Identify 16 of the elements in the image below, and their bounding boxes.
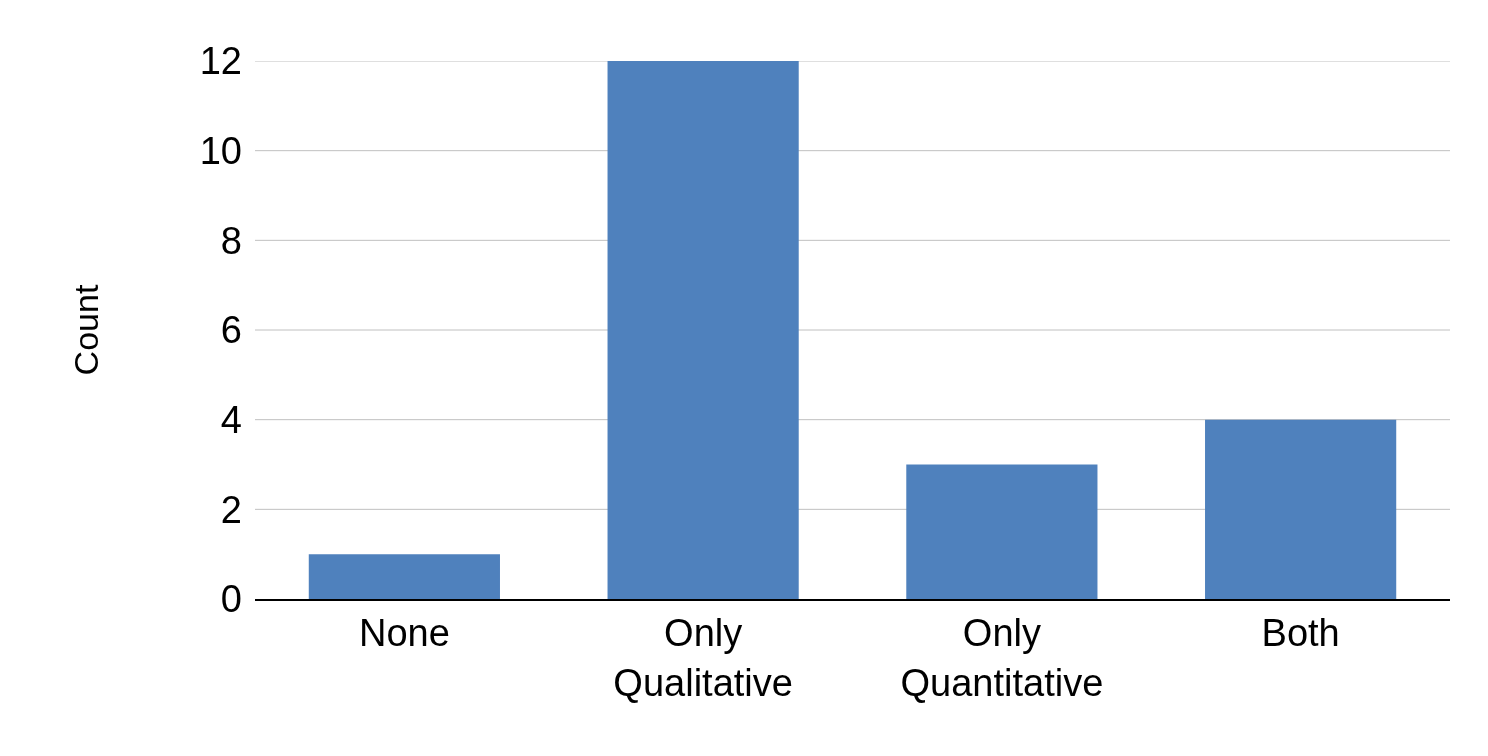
y-tick-label: 12 [199, 40, 242, 83]
y-tick-label: 0 [220, 578, 242, 621]
x-tick-label: Only Quantitative [900, 612, 1104, 704]
y-tick-label: 10 [199, 129, 242, 172]
y-tick-label: 8 [220, 219, 242, 262]
bar [1205, 419, 1397, 599]
x-tick-label: Only Qualitative [613, 612, 793, 704]
bar [906, 464, 1098, 599]
x-tick-label: None [358, 612, 450, 655]
bar [607, 61, 799, 599]
y-axis-title: Count [67, 284, 106, 376]
y-tick-label: 2 [220, 488, 242, 531]
y-tick-label: 4 [220, 398, 242, 441]
y-tick-label: 6 [220, 309, 242, 352]
x-tick-label: Both [1261, 612, 1340, 655]
bar [308, 554, 500, 599]
